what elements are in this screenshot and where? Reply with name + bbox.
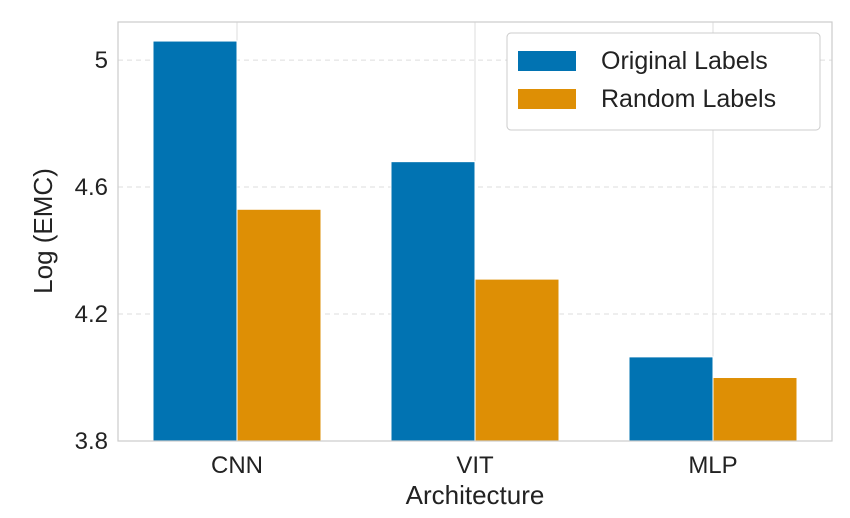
y-tick-label: 3.8 bbox=[75, 428, 108, 455]
x-tick-label: MLP bbox=[688, 452, 737, 479]
bars bbox=[152, 40, 798, 442]
x-tick-label: CNN bbox=[211, 452, 263, 479]
bar-original-labels-cnn bbox=[152, 40, 238, 442]
bar-random-labels-vit bbox=[474, 278, 560, 442]
legend-label: Original Labels bbox=[601, 47, 768, 75]
legend-label: Random Labels bbox=[601, 85, 776, 113]
x-tick-labels: CNN VIT MLP bbox=[211, 452, 738, 479]
plot-frame bbox=[117, 21, 833, 442]
legend: Original Labels Random Labels bbox=[506, 32, 821, 131]
legend-swatch bbox=[518, 89, 576, 109]
bar-random-labels-cnn bbox=[236, 208, 322, 442]
x-axis-title: Architecture bbox=[406, 480, 545, 510]
bar-original-labels-mlp bbox=[628, 356, 714, 442]
y-tick-label: 4.2 bbox=[75, 301, 108, 328]
y-tick-labels: 3.8 4.2 4.6 5 bbox=[75, 47, 108, 455]
y-axis-title: Log (EMC) bbox=[28, 168, 58, 294]
bar-original-labels-vit bbox=[390, 161, 476, 442]
x-tick-label: VIT bbox=[456, 452, 494, 479]
bar-random-labels-mlp bbox=[712, 377, 798, 442]
legend-box bbox=[506, 32, 821, 131]
legend-swatch bbox=[518, 51, 576, 71]
y-tick-label: 5 bbox=[95, 47, 108, 74]
y-tick-label: 4.6 bbox=[75, 174, 108, 201]
